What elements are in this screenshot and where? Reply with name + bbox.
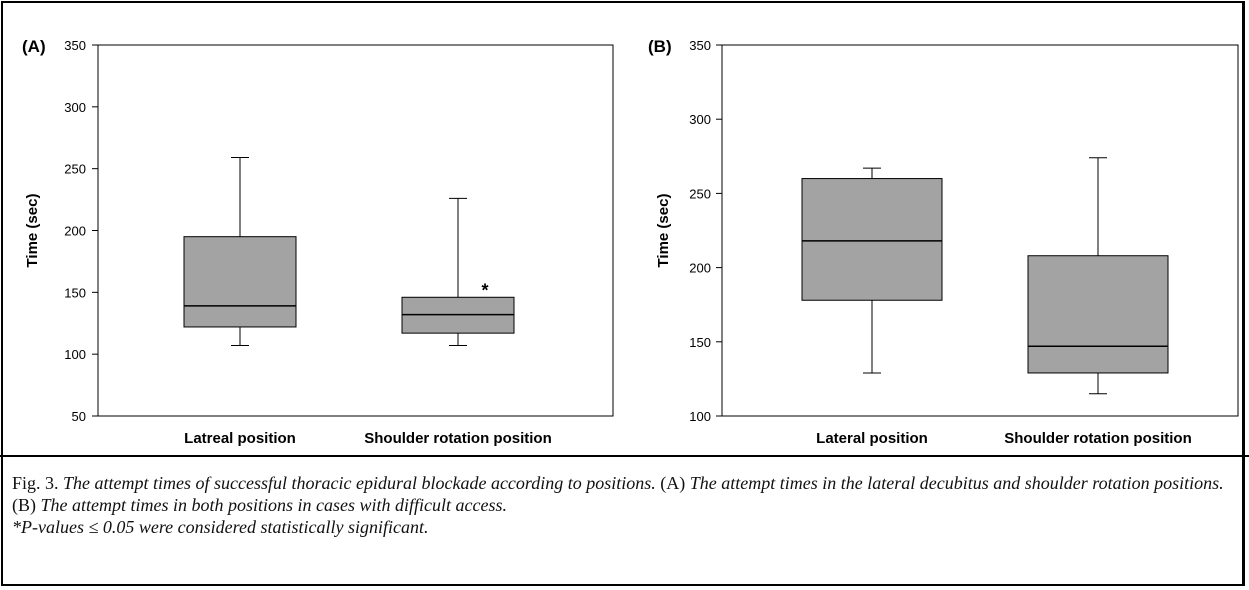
panel-label: (A) [22,37,46,56]
iqr-box [183,236,297,328]
x-category-label: Latreal position [184,430,296,447]
y-axis-label: Time (sec) [655,194,672,268]
caption-b-text: The attempt times in both positions in c… [40,495,507,515]
charts-svg: 50 100 150 200 250 300 350 (A) Time (sec) Latreal… [22,37,1239,447]
y-axis-label: Time (sec) [24,194,41,268]
y-tick-label: 300 [689,112,711,127]
figure-caption: Fig. 3. The attempt times of successful … [12,472,1232,538]
box-2 [401,197,515,347]
box-1 [801,167,943,374]
y-tick-label: 250 [689,186,711,201]
caption-b-label: (B) [12,495,36,515]
x-category-label: Shoulder rotation position [1004,430,1192,447]
y-tick-label: 50 [72,409,86,424]
x-category-label: Lateral position [816,430,928,447]
y-tick-label: 250 [64,162,86,177]
chart-panel-b: 100 150 200 250 300 350 (B) Time (sec) Lateral p… [648,37,1239,447]
y-tick-label: 200 [689,261,711,276]
iqr-box [1027,255,1169,374]
plot-area-frame [97,44,614,417]
caption-a-label: (A) [660,473,686,493]
y-tick-label: 300 [64,100,86,115]
y-tick-label: 150 [64,285,86,300]
caption-footnote: *P-values ≤ 0.05 were considered statist… [12,517,429,537]
box-1 [183,157,297,347]
y-tick-label: 100 [64,347,86,362]
caption-line-1: Fig. 3. The attempt times of successful … [12,472,1232,494]
plot-area-frame [721,44,1239,417]
figure-divider [0,455,1249,457]
significance-asterisk: * [481,280,488,300]
caption-title: The attempt times of successful thoracic… [63,473,656,493]
y-tick-label: 350 [689,38,711,53]
caption-line-2: (B) The attempt times in both positions … [12,494,1232,516]
y-tick-label: 200 [64,224,86,239]
iqr-box [801,178,943,301]
x-category-label: Shoulder rotation position [364,430,552,447]
chart-panel-a: 50 100 150 200 250 300 350 (A) Time (sec) Latreal… [22,37,614,447]
caption-a-text: The attempt times in the lateral decubit… [689,473,1224,493]
box-2 [1027,157,1169,395]
y-tick-label: 100 [689,409,711,424]
y-tick-label: 150 [689,335,711,350]
caption-fig-label: Fig. 3. [12,473,59,493]
y-tick-label: 350 [64,38,86,53]
panel-label: (B) [648,37,672,56]
